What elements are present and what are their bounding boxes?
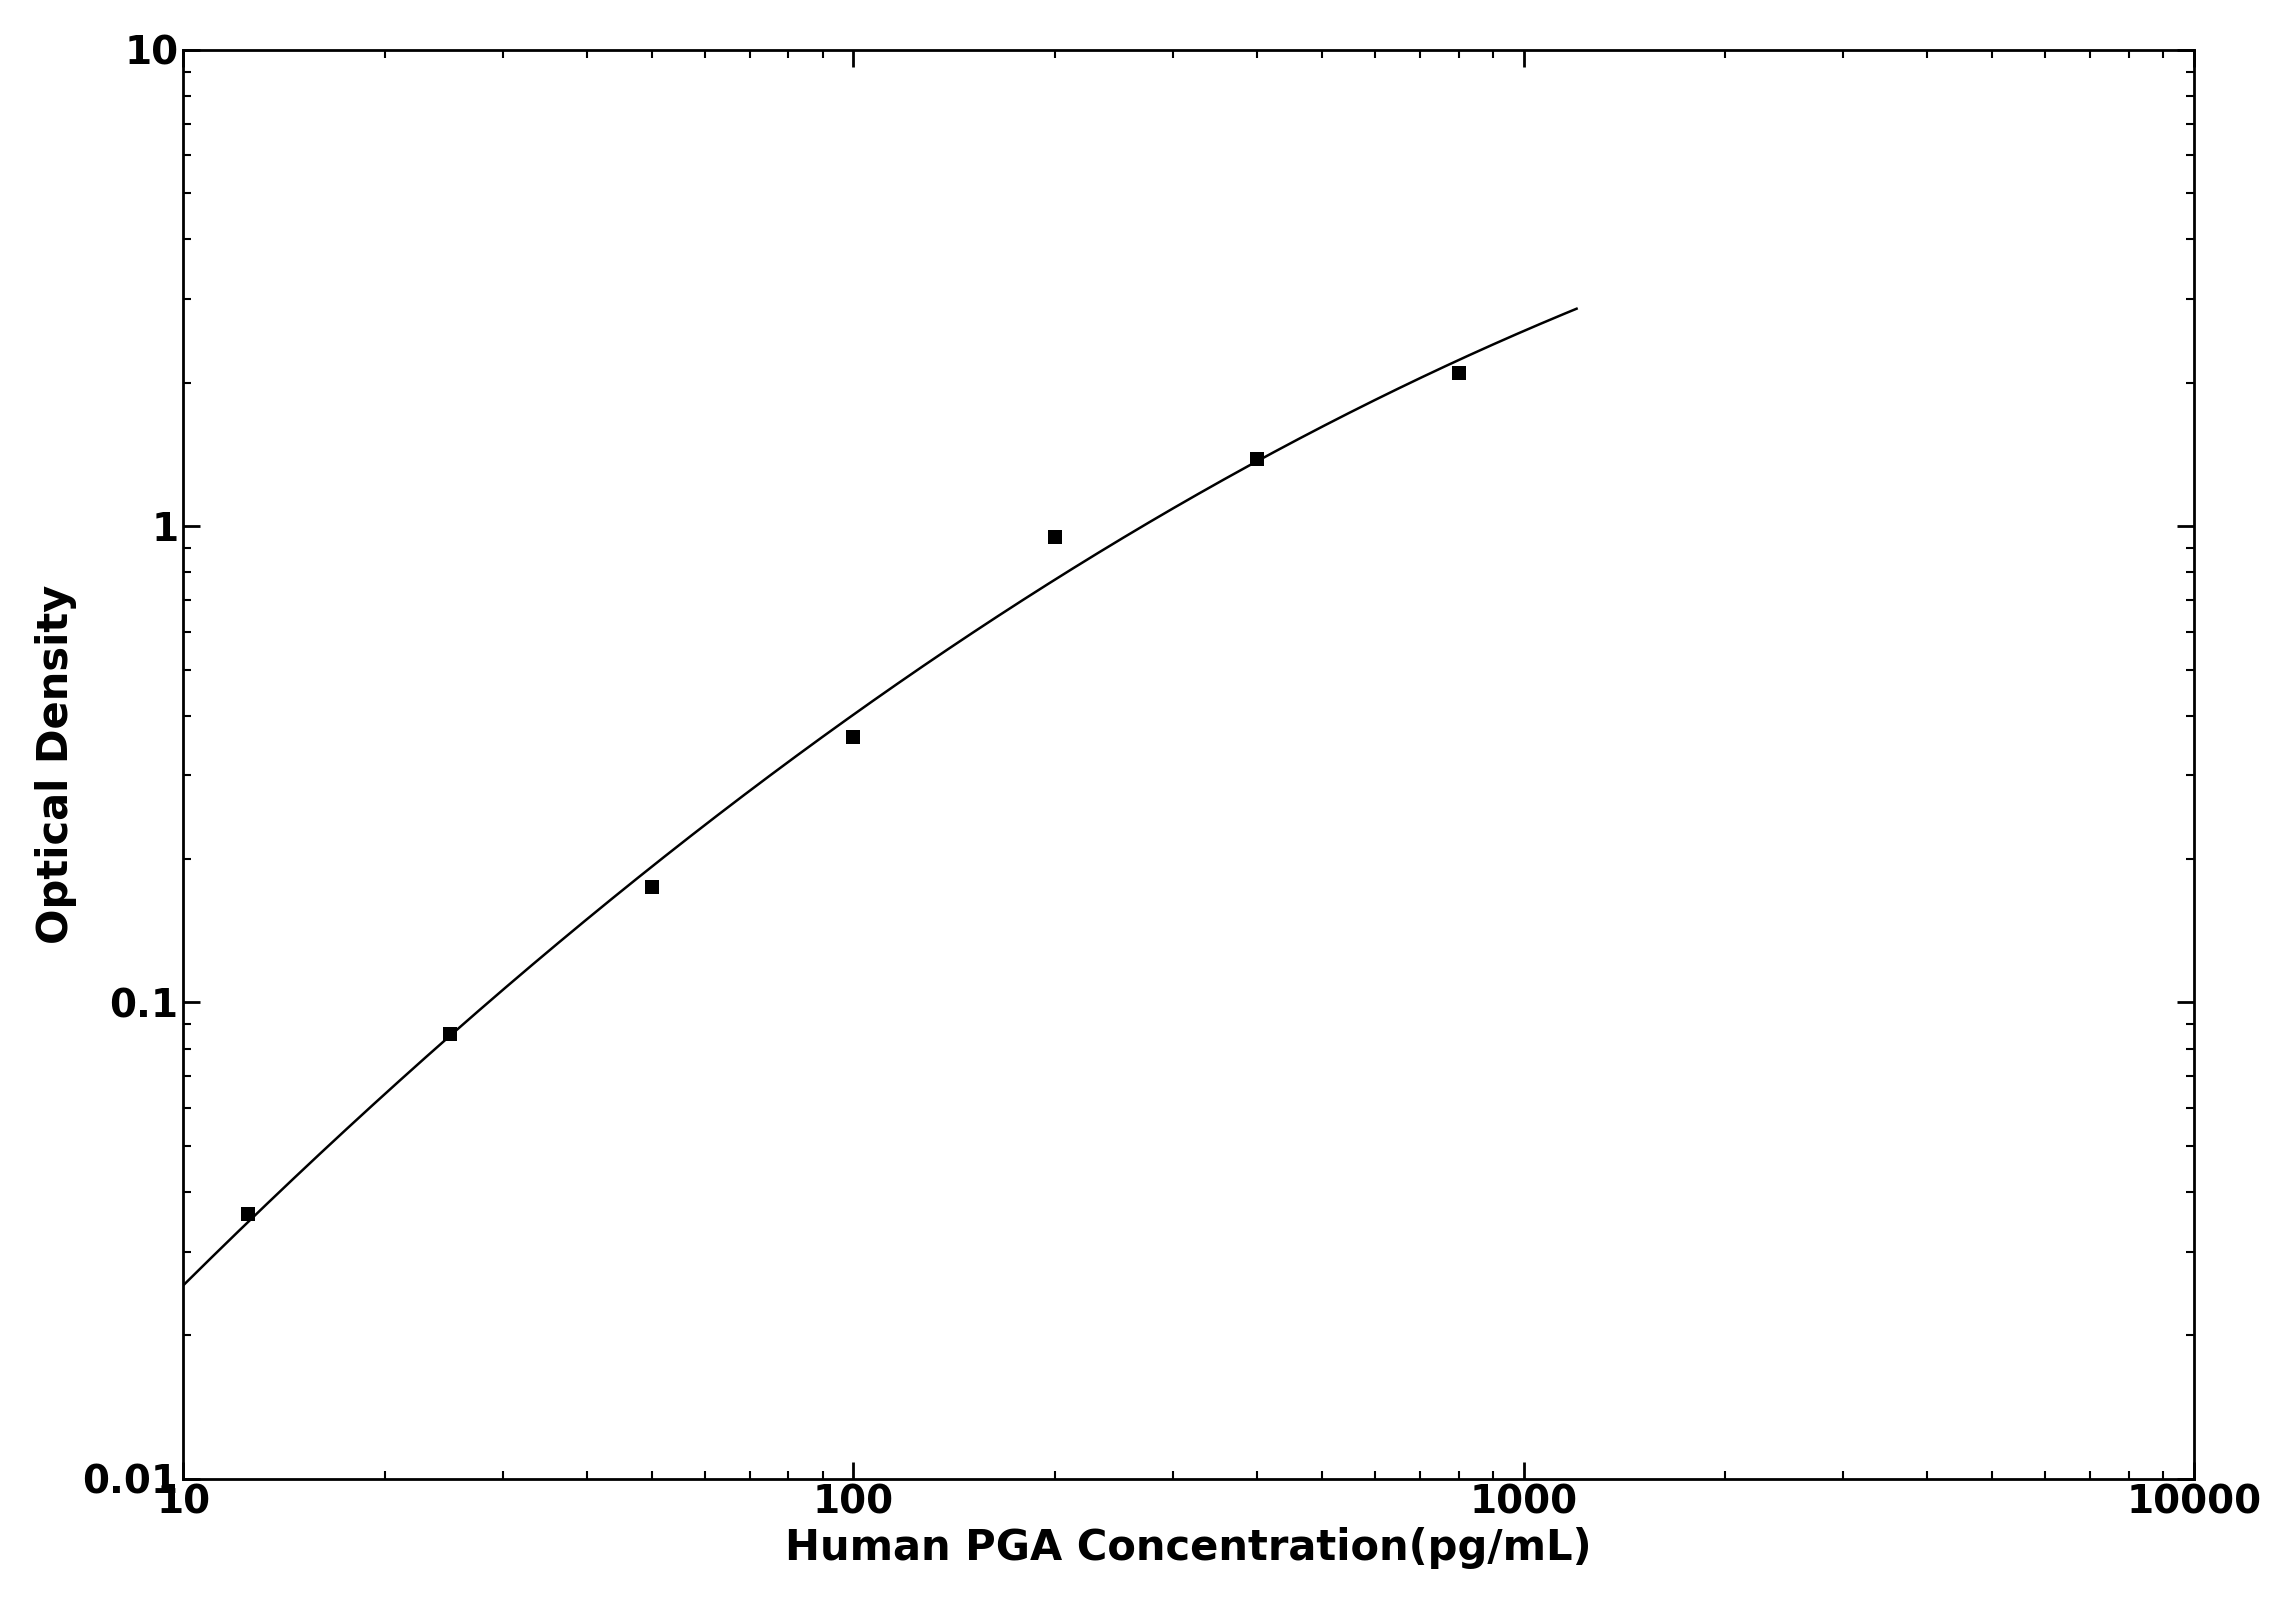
X-axis label: Human PGA Concentration(pg/mL): Human PGA Concentration(pg/mL): [785, 1527, 1591, 1569]
Point: [230, 1201, 266, 1227]
Point: [432, 1020, 468, 1046]
Point: [836, 725, 872, 751]
Y-axis label: Optical Density: Optical Density: [34, 584, 76, 945]
Point: [1440, 359, 1476, 385]
Point: [634, 874, 670, 900]
Point: [1238, 446, 1274, 472]
Point: [1038, 525, 1075, 550]
